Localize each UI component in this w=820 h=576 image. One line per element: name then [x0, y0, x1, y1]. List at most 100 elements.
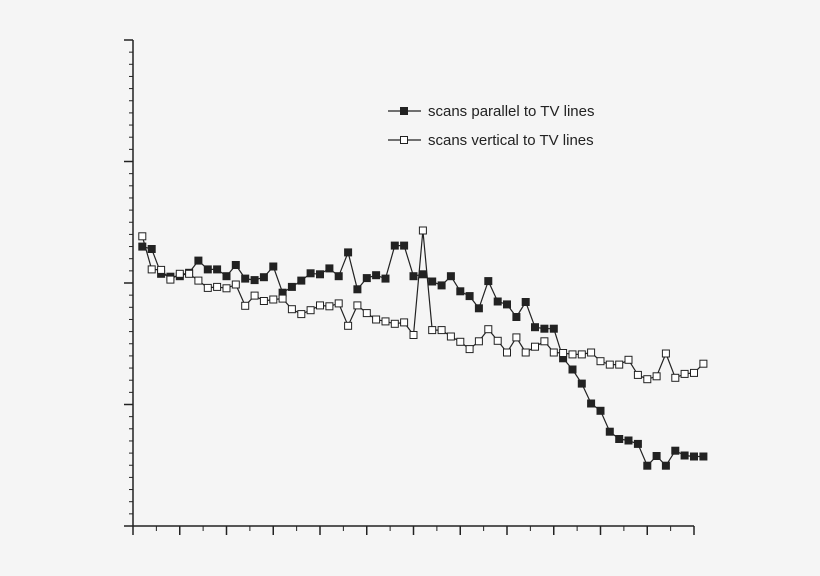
- data-point-filled-square: [316, 270, 324, 279]
- data-point-open-square: [259, 297, 268, 305]
- data-point-filled-square: [587, 399, 596, 408]
- data-point-filled-square: [409, 272, 418, 281]
- data-point-open-square: [615, 360, 624, 369]
- data-point-open-square: [316, 301, 324, 310]
- data-point-open-square: [568, 350, 577, 359]
- data-point-filled-square: [344, 248, 353, 257]
- data-point-open-square: [344, 321, 353, 330]
- x-axis-ticks: [132, 526, 695, 535]
- data-point-open-square: [587, 348, 596, 357]
- legend-entry-1: scans vertical to TV lines: [388, 132, 594, 149]
- data-point-open-square: [353, 301, 362, 310]
- data-point-open-square: [503, 348, 511, 357]
- data-point-filled-square: [661, 461, 670, 470]
- y-axis-ticks: [124, 39, 133, 527]
- data-point-filled-square: [577, 379, 586, 388]
- data-point-open-square: [633, 370, 642, 379]
- data-point-open-square: [278, 294, 287, 303]
- data-point-open-square: [624, 355, 633, 364]
- data-point-open-square: [157, 265, 166, 274]
- data-point-filled-square: [699, 452, 708, 461]
- series-line-1: [141, 229, 704, 380]
- data-point-open-square: [231, 280, 240, 289]
- data-point-filled-square: [428, 277, 437, 286]
- data-point-open-square: [484, 325, 493, 334]
- data-point-filled-square: [568, 365, 577, 374]
- data-point-open-square: [400, 318, 409, 327]
- data-point-filled-square: [334, 272, 343, 281]
- data-point-filled-square: [381, 274, 390, 283]
- data-point-open-square: [456, 337, 465, 346]
- data-point-filled-square: [671, 446, 680, 455]
- data-point-filled-square: [446, 272, 455, 281]
- data-point-filled-square: [325, 264, 334, 273]
- data-point-open-square: [409, 331, 418, 339]
- data-point-filled-square: [456, 287, 465, 296]
- data-point-filled-square: [493, 297, 502, 306]
- data-point-open-square: [297, 310, 306, 319]
- data-point-filled-square: [418, 270, 427, 279]
- data-point-filled-square: [250, 276, 259, 285]
- data-point-filled-square: [287, 282, 296, 291]
- data-point-open-square: [222, 284, 231, 293]
- data-point-open-square: [437, 326, 446, 335]
- data-point-open-square: [213, 282, 222, 291]
- data-point-filled-square: [437, 281, 446, 290]
- data-point-open-square: [446, 332, 455, 341]
- data-point-open-square: [493, 336, 502, 345]
- series-1: [138, 226, 708, 384]
- data-point-open-square: [512, 333, 521, 342]
- data-point-open-square: [185, 269, 194, 278]
- data-point-open-square: [418, 226, 427, 235]
- data-point-open-square: [241, 301, 250, 310]
- data-point-open-square: [465, 345, 474, 354]
- data-point-open-square: [690, 368, 698, 377]
- data-point-open-square: [521, 348, 530, 357]
- data-point-open-square: [559, 349, 568, 357]
- data-point-open-square: [577, 350, 586, 359]
- data-point-open-square: [287, 305, 296, 314]
- data-point-filled-square: [213, 265, 222, 274]
- data-point-open-square: [203, 283, 212, 292]
- data-point-open-square: [381, 317, 390, 326]
- data-point-filled-square: [652, 452, 661, 460]
- data-point-filled-square: [400, 241, 409, 250]
- data-point-filled-square: [297, 276, 306, 285]
- data-point-filled-square: [259, 273, 268, 282]
- data-point-filled-square: [549, 324, 558, 333]
- data-point-filled-square: [503, 300, 511, 309]
- data-point-open-square: [652, 372, 661, 381]
- series-layer: [138, 226, 708, 470]
- data-point-open-square: [428, 326, 437, 335]
- data-point-open-square: [175, 269, 184, 278]
- data-point-filled-square: [362, 274, 371, 283]
- data-point-open-square: [699, 359, 708, 368]
- data-point-filled-square: [521, 298, 530, 306]
- data-point-filled-square: [390, 241, 399, 250]
- data-point-open-square: [661, 349, 670, 358]
- data-point-open-square: [362, 309, 371, 318]
- data-point-open-square: [325, 302, 334, 311]
- data-point-filled-square: [222, 272, 231, 281]
- legend-entry-0: scans parallel to TV lines: [388, 103, 594, 120]
- data-point-open-square: [138, 232, 147, 241]
- data-point-filled-square: [690, 452, 698, 461]
- data-point-filled-square: [512, 313, 521, 321]
- data-point-open-square: [596, 357, 605, 366]
- data-point-filled-square: [203, 265, 212, 274]
- data-point-filled-square: [680, 451, 689, 460]
- data-point-open-square: [269, 295, 278, 304]
- data-point-filled-square: [306, 269, 315, 278]
- data-point-open-square: [531, 342, 539, 351]
- legend-label-0: scans parallel to TV lines: [428, 103, 594, 120]
- data-point-filled-square: [147, 245, 156, 253]
- data-point-open-square: [605, 360, 614, 369]
- data-point-filled-square: [474, 304, 483, 313]
- data-point-filled-square: [633, 439, 642, 448]
- data-point-open-square: [540, 337, 549, 346]
- data-point-open-square: [306, 306, 315, 315]
- data-point-open-square: [147, 265, 156, 274]
- data-point-open-square: [166, 275, 175, 284]
- data-point-filled-square: [605, 427, 614, 436]
